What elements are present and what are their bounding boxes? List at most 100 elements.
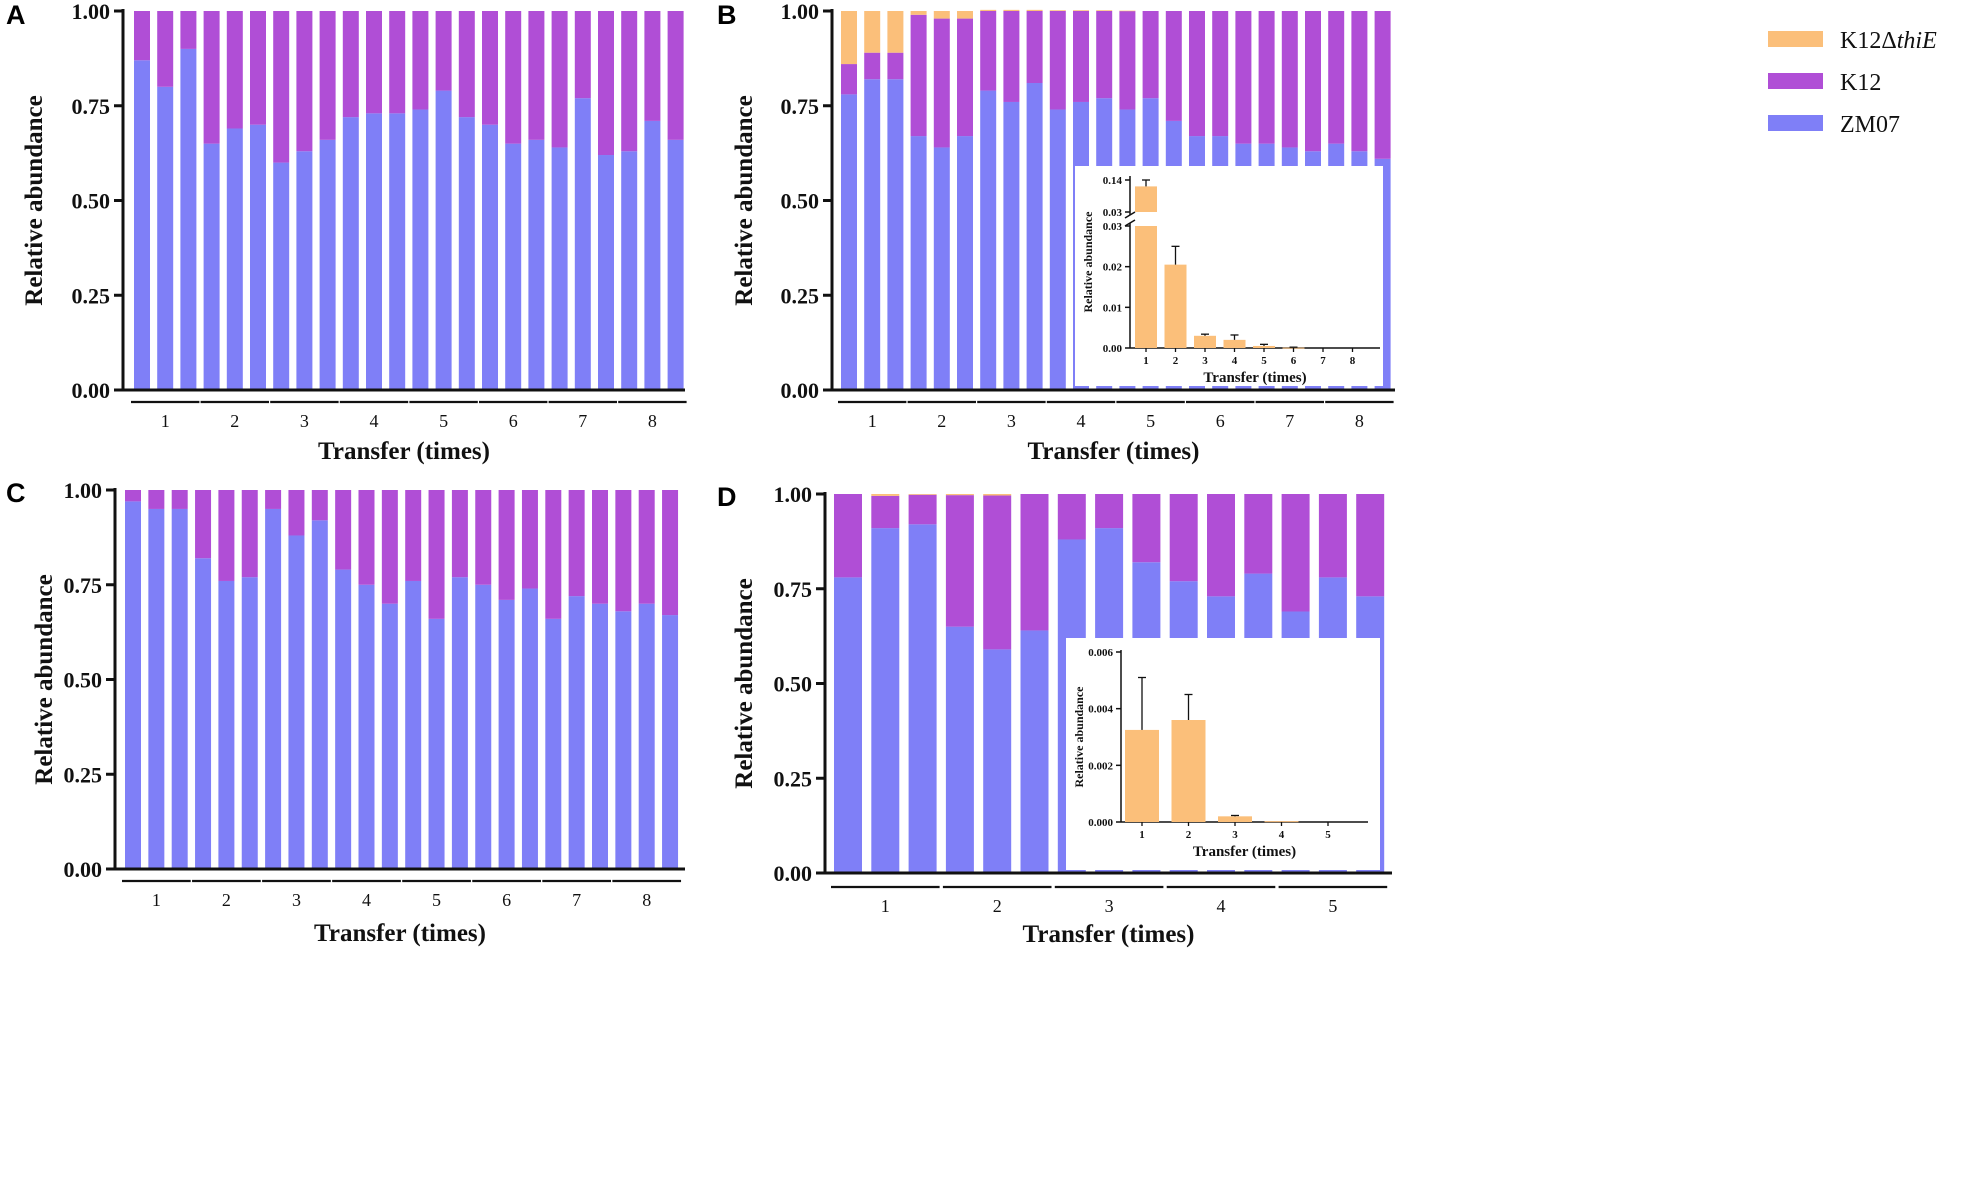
bar-k12-15 [1165, 11, 1182, 121]
bar-k12-20 [568, 490, 585, 597]
bar-zm07-24 [667, 139, 684, 390]
y-tick-label: 0.50 [774, 672, 813, 697]
bar-k12-11 [366, 11, 382, 114]
legend-label-k12: K12 [1840, 70, 1881, 96]
inset-y-axis-title: Relative abundance [1081, 211, 1095, 313]
bar-zm07-18 [521, 588, 538, 869]
bar-k12-11 [358, 490, 375, 585]
inset-bar-3 [1194, 335, 1216, 348]
bar-k12-1 [125, 490, 141, 502]
bar-zm07-18 [528, 139, 545, 390]
bar-zm07-10 [335, 569, 352, 869]
group-label: 7 [1285, 411, 1294, 431]
bar-zm07-12 [381, 603, 398, 869]
inset-y-tick-label: 0.000 [1088, 817, 1113, 829]
bar-k12-1 [841, 64, 857, 95]
group-label: 1 [152, 890, 161, 910]
bar-k12_thie-5 [983, 494, 1012, 496]
panel-letter: C [6, 478, 26, 508]
bar-k12-12 [1244, 494, 1273, 574]
bar-k12-6 [1020, 494, 1049, 631]
y-tick-label: 0.00 [774, 861, 813, 886]
bar-k12_thie-8 [1003, 9, 1020, 11]
bar-k12-2 [864, 52, 881, 80]
bar-zm07-22 [621, 151, 638, 390]
bar-k12-24 [662, 490, 679, 616]
y-tick-label: 0.50 [781, 189, 820, 214]
bar-zm07-21 [598, 155, 614, 390]
bar-zm07-14 [435, 90, 452, 390]
bar-k12-8 [288, 490, 305, 536]
bar-zm07-4 [195, 558, 212, 869]
bar-zm07-10 [342, 117, 359, 391]
bar-k12-13 [1281, 494, 1310, 612]
bar-zm07-13 [405, 580, 422, 869]
bar-k12-8 [1095, 494, 1124, 529]
group-label: 6 [1216, 411, 1225, 431]
inset-axis-break-mark [1124, 211, 1136, 219]
y-tick-label: 1.00 [72, 0, 111, 24]
bar-k12_thie-10 [1049, 10, 1066, 11]
bar-k12_thie-4 [945, 494, 974, 496]
inset-x-tick-label: 5 [1325, 829, 1331, 841]
y-tick-label: 0.25 [72, 283, 111, 308]
group-label: 5 [439, 411, 448, 431]
bar-k12-14 [1142, 11, 1159, 99]
group-label: 7 [578, 411, 587, 431]
y-tick-label: 1.00 [781, 0, 820, 24]
bar-k12-23 [1351, 11, 1368, 152]
inset-x-axis-title: Transfer (times) [1203, 370, 1306, 386]
bar-k12_thie-4 [910, 11, 927, 15]
panel-b: B 0.00 0.25 0.50 0.75 1.00 Relative abundance 1… [717, 0, 1395, 465]
bar-zm07-24 [662, 615, 679, 869]
bar-k12-24 [667, 11, 684, 140]
bar-k12-16 [475, 490, 492, 585]
bar-zm07-16 [475, 584, 492, 869]
inset-y-tick-label: 0.14 [1103, 175, 1123, 187]
bar-k12-5 [218, 490, 235, 581]
inset-x-tick-label: 3 [1232, 829, 1238, 841]
inset-background [1066, 638, 1380, 870]
inset-background [1075, 166, 1383, 386]
group-label: 1 [881, 896, 890, 916]
inset-x-tick-label: 1 [1143, 355, 1149, 367]
bar-zm07-17 [505, 143, 522, 390]
bar-zm07-7 [265, 508, 282, 869]
inset-x-tick-label: 6 [1291, 355, 1297, 367]
bar-zm07-13 [412, 109, 429, 390]
bar-zm07-23 [638, 603, 655, 869]
bar-k12-9 [311, 490, 328, 521]
bar-k12-1 [134, 11, 150, 61]
y-tick-label: 0.25 [774, 766, 813, 791]
y-tick-label: 0.75 [72, 94, 111, 119]
bar-k12-5 [226, 11, 243, 129]
bar-k12-11 [1207, 494, 1235, 597]
group-label: 5 [432, 890, 441, 910]
bar-zm07-4 [910, 136, 927, 390]
bar-k12-21 [1305, 11, 1321, 152]
bar-k12-9 [319, 11, 336, 140]
group-label: 2 [230, 411, 239, 431]
bar-k12_thie-2 [871, 494, 900, 496]
group-label: 4 [370, 411, 379, 431]
bar-zm07-2 [148, 508, 165, 869]
bar-k12-3 [171, 490, 188, 509]
bar-k12-2 [871, 495, 900, 529]
bar-k12-7 [273, 11, 290, 163]
bar-k12-6 [241, 490, 258, 578]
y-tick-label: 0.00 [72, 378, 111, 403]
bar-k12-17 [505, 11, 522, 144]
y-tick-label: 0.00 [781, 378, 820, 403]
bar-zm07-14 [428, 618, 445, 869]
group-label: 1 [868, 411, 877, 431]
bar-k12-19 [545, 490, 562, 619]
y-tick-label: 0.25 [781, 283, 820, 308]
bar-k12-4 [945, 495, 974, 627]
bar-zm07-10 [1049, 109, 1066, 390]
inset-bar-4 [1223, 339, 1246, 348]
x-axis-title: Transfer (times) [1023, 921, 1195, 948]
group-label: 2 [937, 411, 946, 431]
group-label: 8 [642, 890, 651, 910]
bar-k12-23 [638, 490, 655, 604]
bar-zm07-8 [1003, 101, 1020, 391]
